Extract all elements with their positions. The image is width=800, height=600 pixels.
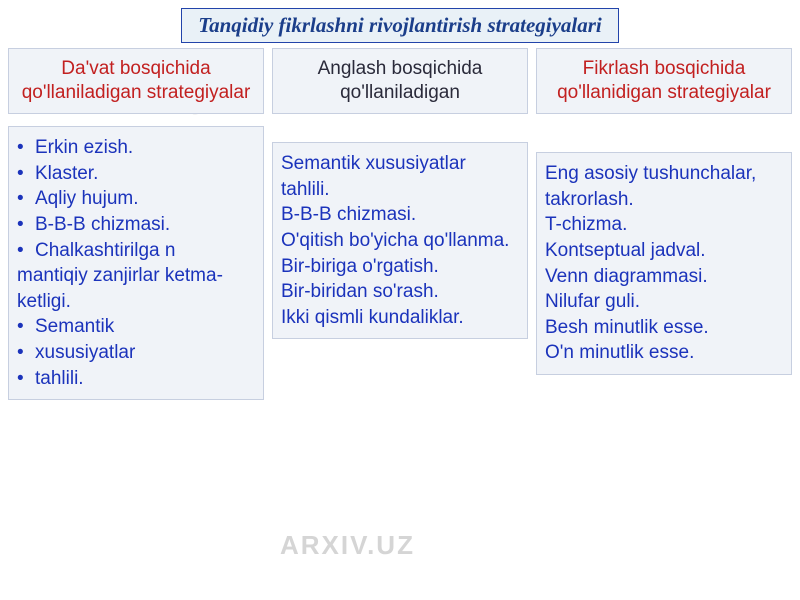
list-item-text: tahlili.: [35, 366, 84, 392]
body-line: B-B-B chizmasi.: [281, 202, 519, 228]
body-line: Eng asosiy tushunchalar, takrorlash.: [545, 161, 783, 212]
list-item-text: B-B-B chizmasi.: [35, 212, 170, 238]
list-item: •xususiyatlar: [17, 340, 255, 366]
column-middle: Anglash bosqichida qo'llaniladigan Seman…: [272, 48, 528, 114]
list-item: •Semantik: [17, 314, 255, 340]
header-wrap: Tanqidiy fikrlashni rivojlantirish strat…: [0, 8, 800, 43]
list-item: •Erkin ezish.: [17, 135, 255, 161]
column-left: Da'vat bosqichida qo'llaniladigan strate…: [8, 48, 264, 114]
body-line: Besh minutlik esse.: [545, 315, 783, 341]
body-line: O'qitish bo'yicha qo'llanma.: [281, 228, 519, 254]
column-right-heading: Fikrlash bosqichida qo'llanidigan strate…: [536, 48, 792, 114]
list-item: •B-B-B chizmasi.: [17, 212, 255, 238]
page-title: Tanqidiy fikrlashni rivojlantirish strat…: [181, 8, 619, 43]
watermark: ARXIV.UZ: [280, 530, 415, 561]
body-line: O'n minutlik esse.: [545, 340, 783, 366]
list-item-text: Chalkashtirilga n: [35, 238, 175, 264]
list-item-text: Erkin ezish.: [35, 135, 133, 161]
body-line: Semantik xususiyatlar tahlili.: [281, 151, 519, 202]
column-middle-body: Semantik xususiyatlar tahlili. B-B-B chi…: [272, 142, 528, 339]
body-line: Ikki qismli kundaliklar.: [281, 305, 519, 331]
body-line: Kontseptual jadval.: [545, 238, 783, 264]
list-item-text: Aqliy hujum.: [35, 186, 139, 212]
body-line: Venn diagrammasi.: [545, 264, 783, 290]
body-line: Bir-biriga o'rgatish.: [281, 254, 519, 280]
column-left-heading: Da'vat bosqichida qo'llaniladigan strate…: [8, 48, 264, 114]
body-line: Nilufar guli.: [545, 289, 783, 315]
list-item: •Klaster.: [17, 161, 255, 187]
list-item: •Chalkashtirilga n: [17, 238, 255, 264]
column-right-body: Eng asosiy tushunchalar, takrorlash. T-c…: [536, 152, 792, 375]
list-item-text: xususiyatlar: [35, 340, 135, 366]
column-right: Fikrlash bosqichida qo'llanidigan strate…: [536, 48, 792, 114]
body-line: mantiqiy zanjirlar ketma- ketligi.: [17, 263, 255, 314]
list-item-text: Klaster.: [35, 161, 98, 187]
columns: Da'vat bosqichida qo'llaniladigan strate…: [8, 48, 792, 114]
column-middle-heading: Anglash bosqichida qo'llaniladigan: [272, 48, 528, 114]
body-line: T-chizma.: [545, 212, 783, 238]
list-item: •tahlili.: [17, 366, 255, 392]
list-item: •Aqliy hujum.: [17, 186, 255, 212]
body-line: Bir-biridan so'rash.: [281, 279, 519, 305]
list-item-text: Semantik: [35, 314, 114, 340]
column-left-body: •Erkin ezish. •Klaster. •Aqliy hujum. •B…: [8, 126, 264, 400]
